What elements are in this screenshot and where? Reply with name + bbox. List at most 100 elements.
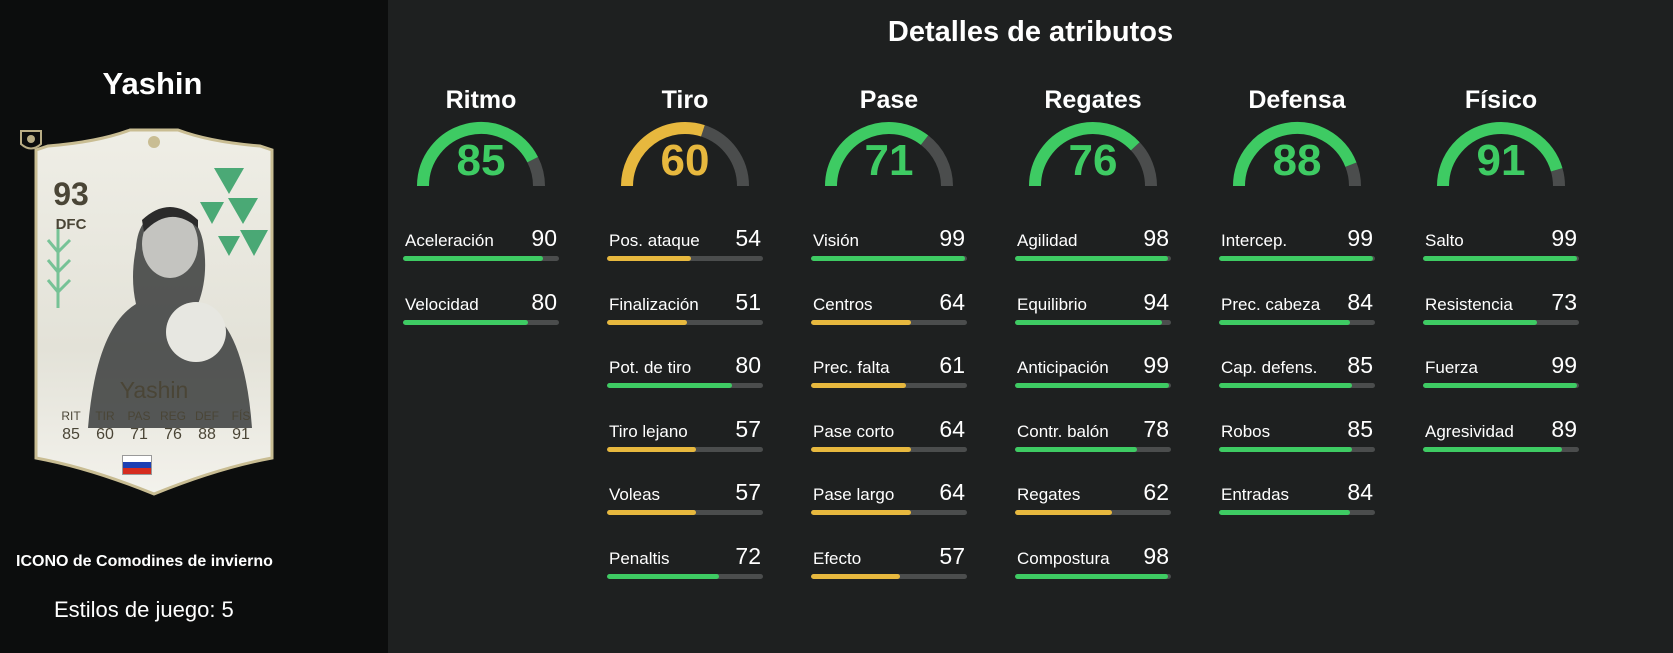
stat-row[interactable]: Agilidad 98 xyxy=(1015,225,1171,265)
stat-row[interactable]: Centros 64 xyxy=(811,289,967,329)
group-title: Pase xyxy=(859,86,919,114)
stat-label: Robos xyxy=(1221,421,1271,441)
stat-row[interactable]: Prec. cabeza 84 xyxy=(1219,289,1375,329)
stat-bar xyxy=(607,256,763,261)
stat-row[interactable]: Equilibrio 94 xyxy=(1015,289,1171,329)
stat-bar-fill xyxy=(1015,256,1168,261)
stat-row[interactable]: Efecto 57 xyxy=(811,543,967,583)
stat-bar xyxy=(607,510,763,515)
stat-bar xyxy=(607,446,763,452)
stat-label: Anticipación xyxy=(1017,358,1109,377)
stat-label: Centros xyxy=(813,294,873,314)
stat-value: 64 xyxy=(939,415,965,442)
icon-badge-icon xyxy=(20,130,42,150)
stat-row[interactable]: Pase largo 64 xyxy=(811,479,967,519)
stat-row[interactable]: Resistencia 73 xyxy=(1423,289,1579,329)
stat-row[interactable]: Tiro lejano 57 xyxy=(607,416,763,456)
gauge-arc xyxy=(417,122,545,187)
stat-bar xyxy=(811,573,967,579)
stat-value: 80 xyxy=(531,288,557,315)
gauge-fill xyxy=(417,122,539,187)
stat-bar xyxy=(1015,510,1171,515)
stat-label: Aceleración xyxy=(405,231,494,250)
stat-row[interactable]: Compostura 98 xyxy=(1015,543,1171,583)
stat-bar-fill xyxy=(1015,319,1162,325)
stat-bar-fill xyxy=(1423,319,1537,325)
stat-bar-fill xyxy=(1423,256,1578,261)
stat-row[interactable]: Aceleración 90 xyxy=(403,225,559,265)
stat-label: Tiro lejano xyxy=(609,421,688,441)
stat-label: Velocidad xyxy=(405,294,479,314)
stat-row[interactable]: Entradas 84 xyxy=(1219,479,1375,519)
stat-bar xyxy=(1015,573,1171,579)
card-player-name: Yashin xyxy=(119,377,189,403)
attribute-group-defensa: Defensa 88 Intercep. 99 Prec. cabeza 84 Cap. d… xyxy=(1219,86,1375,515)
stat-row[interactable]: Pase corto 64 xyxy=(811,416,967,456)
group-gauge: 91 xyxy=(1436,120,1566,194)
stat-row[interactable]: Penaltis 72 xyxy=(607,543,763,583)
stat-row[interactable]: Intercep. 99 xyxy=(1219,225,1375,265)
stat-label: Prec. falta xyxy=(813,358,890,377)
group-gauge: 88 xyxy=(1232,120,1362,194)
stat-row[interactable]: Velocidad 80 xyxy=(403,289,559,329)
stat-bar-fill xyxy=(1015,510,1112,515)
card-stat-label: TIR xyxy=(95,409,115,423)
stat-bar xyxy=(811,446,967,452)
stat-bar xyxy=(811,256,967,261)
stat-row[interactable]: Salto 99 xyxy=(1423,225,1579,265)
stat-label: Pos. ataque xyxy=(609,231,700,250)
stat-row[interactable]: Prec. falta 61 xyxy=(811,352,967,392)
stat-row[interactable]: Visión 99 xyxy=(811,225,967,265)
flag-stripe-red xyxy=(123,468,151,474)
stat-row[interactable]: Fuerza 99 xyxy=(1423,352,1579,392)
gauge-track xyxy=(920,135,953,187)
stat-value: 64 xyxy=(939,479,965,505)
gauge-arc xyxy=(1437,122,1566,187)
card-position: DFC xyxy=(55,216,87,233)
stat-row[interactable]: Voleas 57 xyxy=(607,479,763,519)
stat-value: 57 xyxy=(735,479,761,505)
attribute-groups: Ritmo 85 Aceleración 90 Velocidad 80 Tiro 60 Pos… xyxy=(388,86,1673,646)
stat-label: Finalización xyxy=(609,294,699,314)
card-stat: REG 76 xyxy=(156,409,190,444)
gauge-fill xyxy=(621,122,705,187)
group-value: 71 xyxy=(864,136,914,185)
card-rating: 93 xyxy=(53,176,89,212)
stat-row[interactable]: Cap. defens. 85 xyxy=(1219,352,1375,392)
gauge-track xyxy=(527,156,545,187)
stat-bar xyxy=(1219,510,1375,515)
card-stat-label: REG xyxy=(159,409,186,423)
stat-label: Agilidad xyxy=(1017,231,1078,250)
stat-bar xyxy=(811,383,967,388)
card-stat-value: 85 xyxy=(62,426,80,443)
card-background xyxy=(34,128,274,496)
card-stat: RIT 85 xyxy=(54,409,88,444)
gauge-fill xyxy=(1437,122,1563,187)
stat-row[interactable]: Pos. ataque 54 xyxy=(607,225,763,265)
stat-row[interactable]: Contr. balón 78 xyxy=(1015,416,1171,456)
stat-label: Agresividad xyxy=(1425,421,1514,441)
gauge-arc xyxy=(621,122,749,187)
stat-value: 85 xyxy=(1347,415,1373,442)
player-card[interactable]: 93 DFC Yashin RIT 85 TIR 60 PAS 71 REG 76 DEF 88 F… xyxy=(18,128,290,496)
card-stat-label: DEF xyxy=(195,409,219,423)
stat-value: 72 xyxy=(735,542,761,569)
stat-row[interactable]: Agresividad 89 xyxy=(1423,416,1579,456)
stat-bar xyxy=(1219,383,1375,388)
stat-row[interactable]: Regates 62 xyxy=(1015,479,1171,519)
stat-row[interactable]: Anticipación 99 xyxy=(1015,352,1171,392)
card-stats: RIT 85 TIR 60 PAS 71 REG 76 DEF 88 FÍS 91 xyxy=(54,409,258,444)
stat-value: 99 xyxy=(939,225,965,251)
playstyles-count[interactable]: Estilos de juego: 5 xyxy=(54,597,234,622)
stat-row[interactable]: Robos 85 xyxy=(1219,416,1375,456)
card-stat: PAS 71 xyxy=(122,409,156,444)
stat-label: Resistencia xyxy=(1425,294,1513,314)
stat-row[interactable]: Finalización 51 xyxy=(607,289,763,329)
group-title: Tiro xyxy=(661,86,709,114)
stat-bar xyxy=(1015,256,1171,261)
stat-bar-fill xyxy=(811,446,911,452)
stat-bar-fill xyxy=(607,383,732,388)
stat-bar xyxy=(1423,256,1579,261)
stat-row[interactable]: Pot. de tiro 80 xyxy=(607,352,763,392)
gauge-track xyxy=(1345,162,1361,187)
